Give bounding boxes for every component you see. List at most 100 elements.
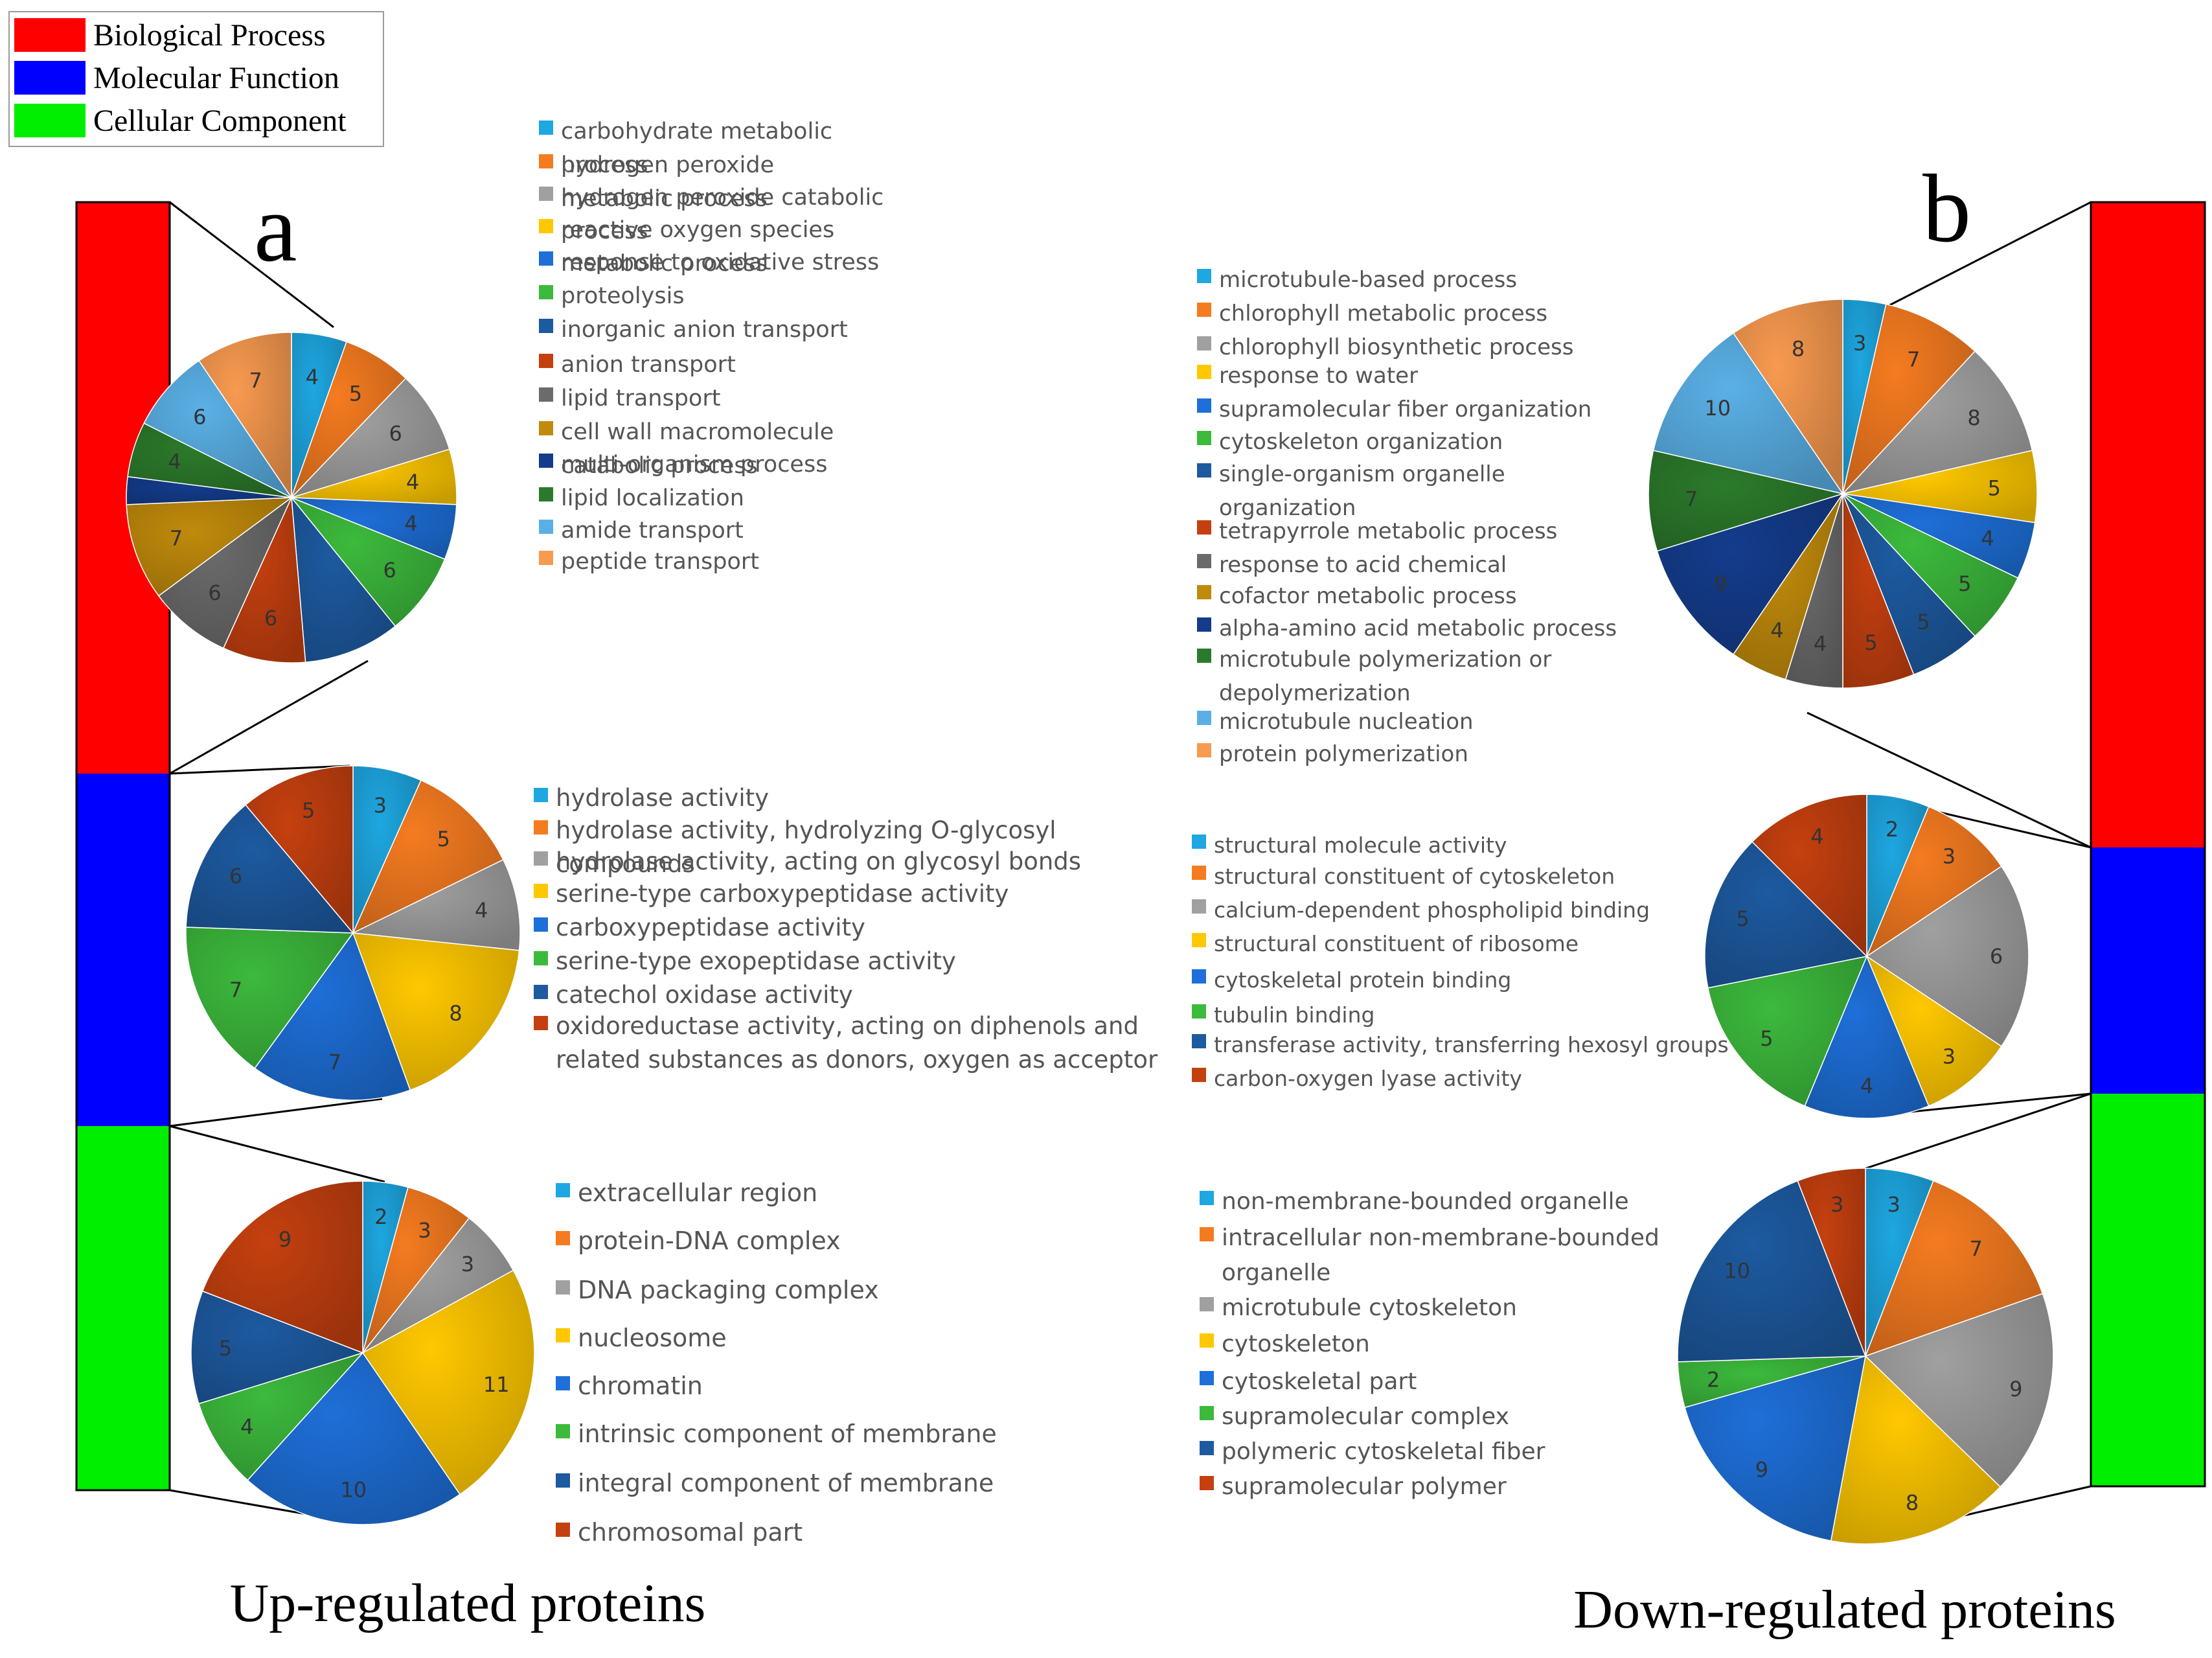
legend-swatch	[539, 187, 553, 201]
slice-data-label: 2	[1886, 817, 1898, 842]
legend-entry-text: catabolic process	[561, 453, 758, 479]
legend-swatch	[539, 387, 553, 402]
slice-data-label: 5	[1760, 1026, 1773, 1051]
slice-data-label: 5	[1917, 610, 1930, 634]
slice-data-label: 6	[208, 581, 221, 605]
legend-swatch	[539, 319, 553, 333]
legend-entry-text: protein-DNA complex	[578, 1226, 841, 1255]
legend-swatch	[539, 454, 553, 468]
slice-data-label: 3	[1853, 331, 1866, 356]
pie-slice	[190, 1290, 365, 1405]
pie-slice	[1656, 492, 1844, 655]
legend-swatch	[1192, 835, 1206, 849]
legend-swatch	[539, 551, 553, 565]
slice-data-label: 5	[349, 381, 362, 406]
legend-entry-text: depolymerization	[1219, 680, 1411, 706]
slice-data-label: 3	[1943, 1044, 1955, 1069]
pie-slice	[157, 496, 293, 649]
legend-entry-text: protein polymerization	[1219, 741, 1468, 767]
bar-b-biological-process	[2091, 202, 2205, 847]
legend-entry-text: microtubule polymerization or	[1219, 647, 1551, 673]
legend-entry-text: serine-type exopeptidase activity	[556, 947, 956, 975]
bar-a-outline	[75, 201, 171, 1491]
legend-entry-text: non-membrane-bounded organelle	[1222, 1188, 1629, 1215]
bar-a-molecular-function	[76, 774, 170, 1126]
slice-data-label: 4	[404, 511, 417, 536]
slice-data-label: 5	[1864, 630, 1877, 655]
legend-a-cellular-component: extracellular region protein-DNA complex D…	[556, 1179, 997, 1547]
slice-data-label: 6	[193, 404, 206, 429]
legend-swatch	[539, 354, 553, 368]
pie-slice	[290, 496, 446, 627]
pie-slice	[126, 497, 293, 597]
legend-label-cellular-component: Cellular Component	[93, 104, 347, 138]
pie-slice	[1841, 351, 2033, 495]
slice-data-label: 7	[1970, 1237, 1983, 1261]
pie-slice	[1704, 841, 1868, 989]
legend-swatch	[1192, 899, 1206, 914]
legend-entry-text: metabolic process	[561, 251, 768, 277]
panel-letter-a: a	[254, 174, 297, 282]
legend-swatch	[1197, 398, 1211, 413]
legend-entry-text: catechol oxidase activity	[556, 981, 853, 1009]
pie-slice	[198, 1352, 365, 1481]
legend-swatch	[539, 421, 553, 435]
legend-entry-text: cell wall macromolecule	[561, 419, 834, 445]
legend-entry-text: oxidoreductase activity, acting on diphe…	[556, 1012, 1139, 1040]
legend-swatch	[1197, 585, 1211, 599]
pie-slice	[1804, 955, 1930, 1119]
slice-data-label: 7	[170, 526, 183, 551]
pie-slice	[1684, 1355, 1866, 1541]
legend-entry-text: chlorophyll biosynthetic process	[1219, 334, 1573, 360]
legend-swatch	[539, 121, 553, 135]
connector-b-bp-bottom	[1807, 711, 2092, 849]
slice-data-label: 10	[1724, 1259, 1750, 1284]
slice-data-label: 4	[1814, 631, 1827, 656]
slice-data-label: 3	[374, 793, 387, 818]
caption-up-regulated: Up-regulated proteins	[230, 1573, 706, 1633]
legend-entry-text: chromosomal part	[578, 1518, 803, 1547]
legend-swatch	[539, 487, 553, 501]
legend-label-biological-process: Biological Process	[93, 18, 326, 52]
legend-swatch	[534, 788, 548, 802]
legend-swatch	[1197, 303, 1211, 317]
legend-entry-text: tubulin binding	[1214, 1002, 1374, 1028]
legend-entry-text: multi-organism process	[561, 452, 827, 478]
legend-entry-text: cytoskeletal part	[1222, 1368, 1417, 1395]
slice-data-label: 5	[437, 827, 450, 851]
legend-entry-text: alpha-amino acid metabolic process	[1219, 616, 1617, 641]
slice-data-label: 7	[249, 369, 262, 393]
pie-slice	[1677, 1180, 1867, 1363]
legend-entry-text: response to oxidative stress	[561, 249, 879, 275]
legend-a-molecular-function: hydrolase activity hydrolase activity, hy…	[534, 784, 1158, 1074]
legend-swatch	[556, 1473, 570, 1488]
slice-data-label: 5	[1988, 476, 2001, 500]
pie-slice	[222, 496, 306, 663]
legend-swatch-cellular-component	[14, 104, 86, 137]
slice-data-label: 3	[1943, 844, 1955, 868]
legend-b-molecular-function: structural molecule activity structural c…	[1192, 833, 1729, 1091]
legend-label-molecular-function: Molecular Function	[93, 61, 339, 95]
slice-data-label: 7	[1685, 487, 1698, 512]
slice-data-label: 9	[1755, 1458, 1768, 1482]
category-legend: Biological Process Molecular Function Ce…	[8, 11, 384, 147]
pie-a-molecular-function: 3 5 4 8 7 7 6 5	[185, 765, 521, 1101]
bar-a-cellular-component	[76, 1126, 170, 1490]
slice-data-label: 10	[1704, 396, 1731, 420]
bar-b-molecular-function	[2091, 847, 2205, 1094]
slice-data-label: 4	[1860, 1074, 1873, 1098]
pie-slice	[1864, 1293, 2054, 1488]
legend-swatch	[534, 1016, 548, 1030]
bar-b-outline	[2090, 201, 2206, 1488]
legend-entry-text: response to water	[1219, 363, 1418, 389]
legend-swatch	[534, 820, 548, 835]
connector-a-cc-top	[169, 1125, 385, 1183]
legend-entry-text: cytoskeleton	[1222, 1331, 1370, 1357]
legend-swatch	[1192, 1034, 1206, 1048]
pie-slice	[1732, 299, 1843, 496]
legend-entry-text: intrinsic component of membrane	[578, 1420, 997, 1448]
legend-entry-text: carboxypeptidase activity	[556, 914, 865, 941]
pie-slice	[351, 858, 521, 951]
pie-slice	[1751, 794, 1867, 958]
